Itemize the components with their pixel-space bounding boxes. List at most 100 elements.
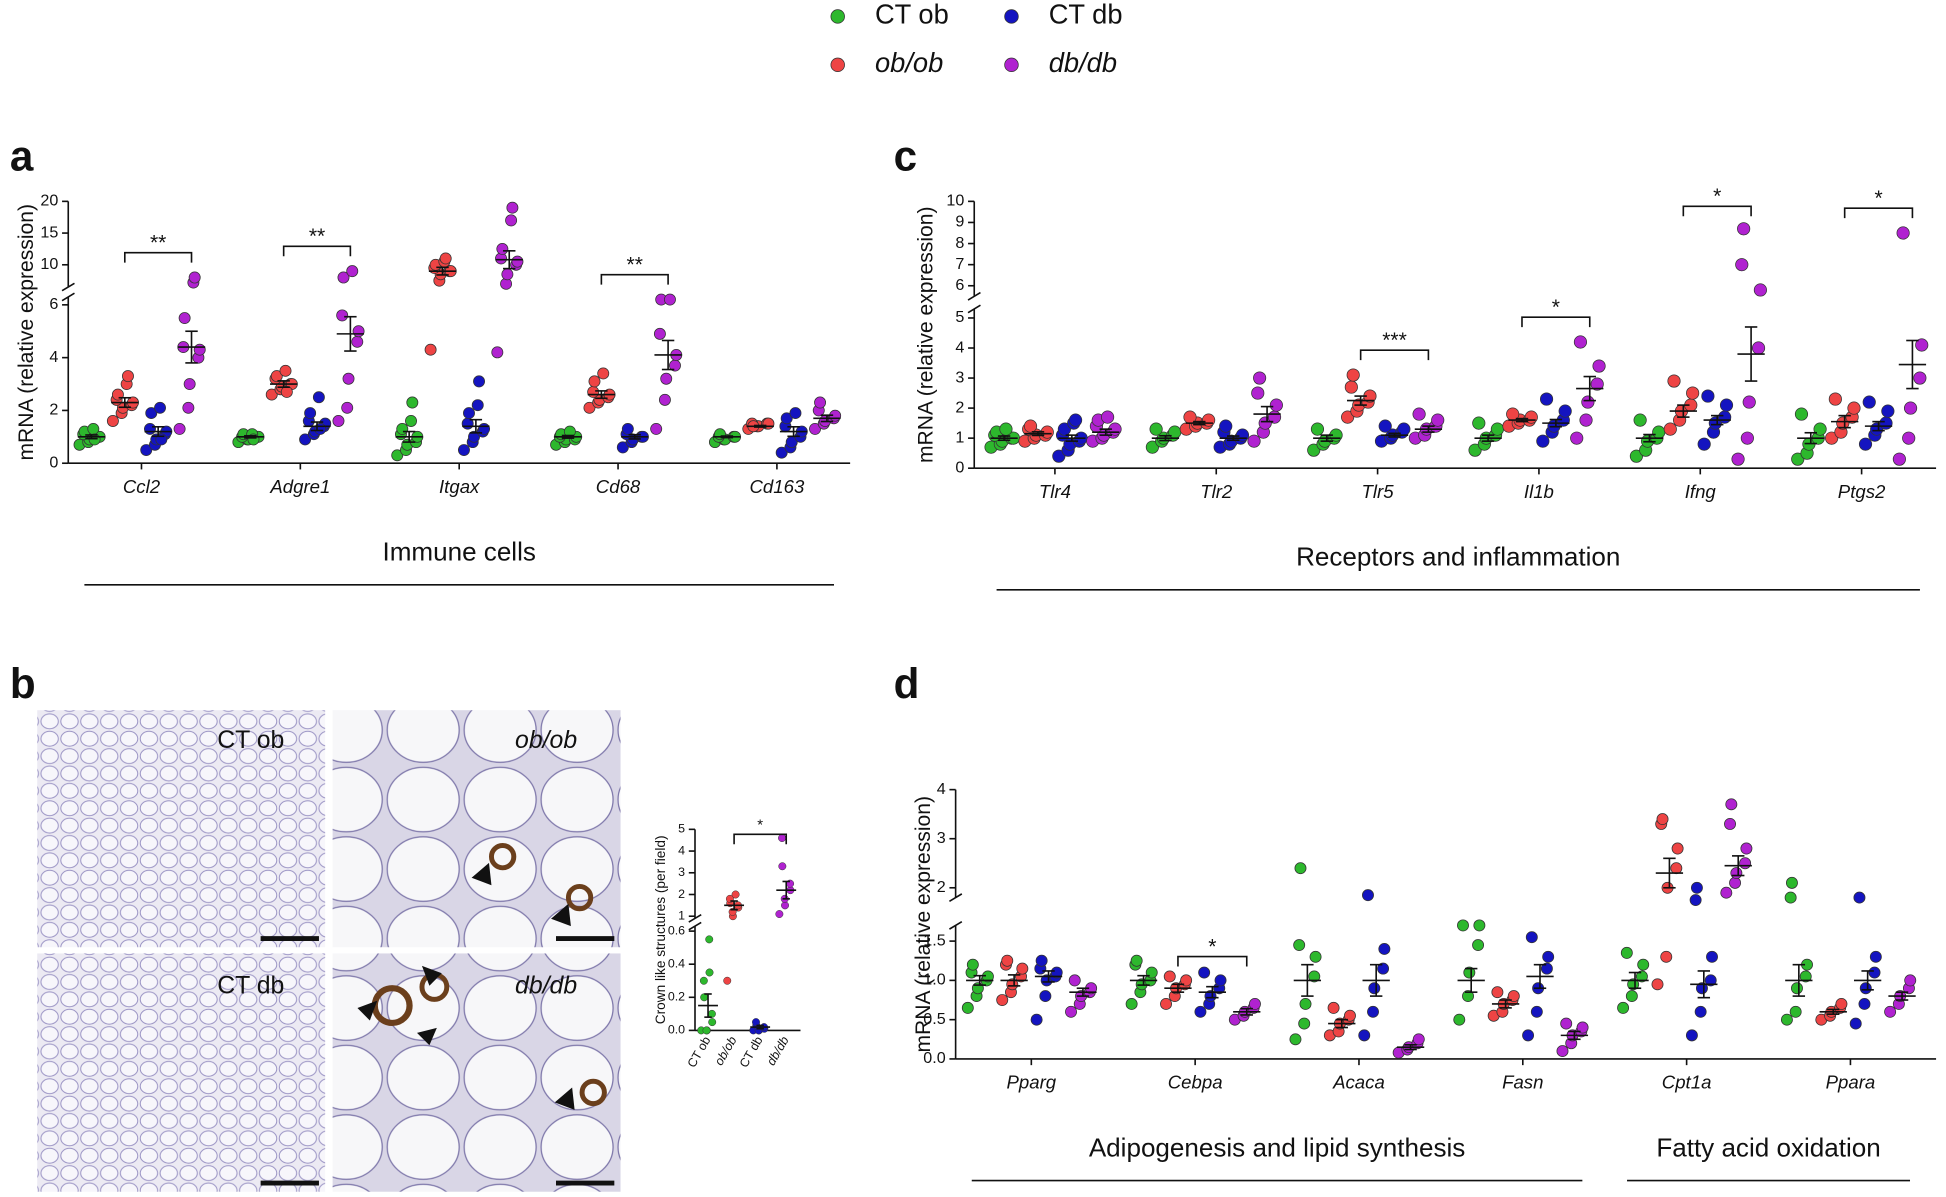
data-point (1540, 962, 1553, 975)
data-point (1269, 398, 1283, 412)
data-point (650, 422, 663, 435)
data-point (173, 422, 186, 435)
data-point (1737, 222, 1751, 236)
data-point (966, 958, 979, 971)
data-point (1904, 974, 1917, 987)
data-point (1725, 798, 1738, 811)
legend-label: CT db (1049, 0, 1123, 30)
y-tick-label: 4 (49, 348, 58, 366)
data-point (1160, 997, 1172, 1010)
data-point (1289, 1033, 1302, 1046)
data-point (332, 415, 345, 427)
data-point (1740, 431, 1754, 445)
group-label: Immune cells (382, 537, 535, 567)
data-point (424, 343, 437, 356)
significance-label: * (1552, 296, 1560, 319)
micrograph-label: ob/ob (515, 727, 577, 754)
y-tick-label: 8 (955, 234, 964, 252)
data-point (122, 370, 134, 383)
data-point (1879, 416, 1893, 430)
data-point (1344, 1009, 1356, 1022)
panel: a mRNA (relative expression) 0 2 4 6 10 15 20 Ccl… (10, 132, 851, 586)
data-point (1327, 1001, 1340, 1014)
data-point (702, 1026, 711, 1035)
x-tick-label: db/db (764, 1034, 792, 1068)
data-point (789, 407, 802, 420)
data-point (1791, 452, 1805, 466)
y-tick-label: 9 (955, 213, 964, 231)
data-point (1784, 891, 1797, 904)
data-point (1050, 966, 1063, 979)
y-tick-label: 2 (955, 398, 964, 416)
data-point (1718, 410, 1732, 424)
data-point (1358, 1029, 1371, 1042)
data-point (1556, 1045, 1569, 1058)
data-point (1378, 419, 1392, 433)
y-tick-label: 0.0 (923, 1049, 945, 1067)
x-tick-label: Cebpa (1168, 1072, 1223, 1093)
data-point (1724, 818, 1736, 830)
x-tick-label: Cd68 (596, 476, 641, 497)
micrograph-label: CT db (217, 973, 284, 1000)
data-point (1258, 416, 1272, 430)
data-point (1869, 950, 1882, 963)
data-point (1468, 443, 1482, 457)
panel-letter: b (10, 660, 36, 707)
data-point (406, 396, 419, 409)
significance-bracket (1682, 205, 1752, 217)
data-point (346, 265, 359, 278)
data-point (1367, 1005, 1379, 1018)
significance-bracket (733, 833, 788, 845)
y-tick-label: 4 (937, 780, 946, 798)
data-point (299, 433, 312, 446)
data-point (501, 268, 514, 281)
data-point (1294, 862, 1307, 875)
data-point (961, 1001, 974, 1014)
data-point (1035, 954, 1048, 967)
data-point (491, 346, 504, 359)
data-point (1431, 413, 1445, 427)
data-point (1862, 395, 1876, 409)
x-tick-label: Tlr2 (1200, 481, 1233, 502)
data-point (352, 325, 365, 338)
x-tick-label: Pparg (1006, 1072, 1056, 1093)
data-point (1704, 974, 1717, 987)
x-tick-label: Cpt1a (1662, 1072, 1712, 1093)
data-point (1902, 431, 1916, 445)
data-point (182, 401, 195, 414)
data-point (663, 293, 676, 306)
data-point (1731, 452, 1745, 466)
data-point (1570, 431, 1584, 445)
x-tick-label: CT ob (685, 1034, 714, 1070)
data-point (496, 242, 509, 255)
data-point (1251, 386, 1265, 400)
legend-swatch (1004, 57, 1019, 73)
y-tick-label: 2 (937, 878, 946, 896)
data-point (183, 378, 196, 390)
data-point (1915, 338, 1929, 352)
data-point (1507, 990, 1520, 1003)
data-point (144, 422, 156, 435)
legend: CT ob ob/ob CT db db/db (830, 0, 1123, 78)
data-point (1057, 422, 1071, 436)
data-point (1633, 413, 1647, 427)
x-tick-label: Ppara (1826, 1072, 1876, 1093)
data-point (154, 401, 166, 414)
data-point (265, 388, 278, 401)
data-point (1412, 407, 1426, 421)
data-point (458, 444, 470, 456)
data-point (342, 372, 355, 385)
panel-letter: d (894, 660, 920, 707)
data-point (587, 385, 600, 398)
data-point (1307, 443, 1321, 457)
data-point (279, 364, 292, 377)
significance-bracket (1177, 955, 1248, 967)
data-point (1491, 986, 1504, 999)
data-point (1689, 894, 1702, 907)
panel-letter: a (10, 132, 34, 179)
data-point (1298, 1017, 1311, 1030)
data-point (1671, 842, 1684, 855)
y-tick-label: 0.0 (668, 1023, 685, 1037)
data-point (1346, 368, 1360, 382)
